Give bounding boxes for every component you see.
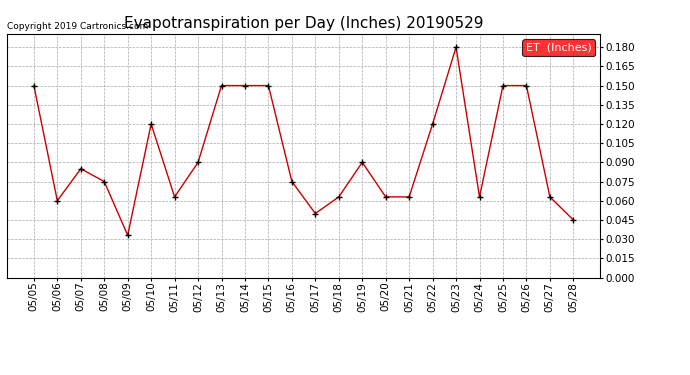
Title: Evapotranspiration per Day (Inches) 20190529: Evapotranspiration per Day (Inches) 2019… (124, 16, 484, 31)
Text: Copyright 2019 Cartronics.com: Copyright 2019 Cartronics.com (7, 22, 148, 32)
Legend: ET  (Inches): ET (Inches) (522, 39, 595, 56)
